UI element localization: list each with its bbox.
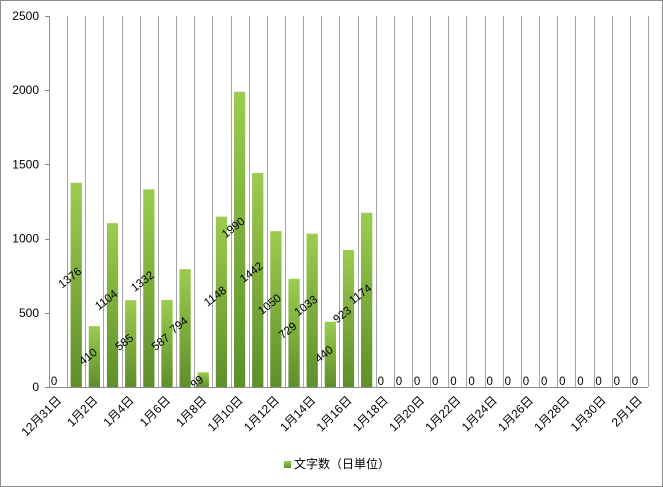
x-tick-label: 1月2日 <box>64 393 100 429</box>
data-label: 0 <box>577 376 583 388</box>
x-tick-label: 1月4日 <box>100 393 136 429</box>
x-tick-label: 1月10日 <box>205 393 246 434</box>
bar <box>179 269 191 387</box>
x-tick-label: 1月18日 <box>350 393 391 434</box>
x-tick-label: 1月26日 <box>495 393 536 434</box>
bar <box>70 182 82 387</box>
bar <box>125 300 137 387</box>
bars <box>70 91 373 388</box>
data-label: 0 <box>396 376 402 388</box>
data-label: 0 <box>595 376 601 388</box>
x-tick-label: 1月6日 <box>137 393 173 429</box>
y-tick-label: 500 <box>19 306 39 320</box>
bar <box>215 216 228 387</box>
data-label: 0 <box>559 376 565 388</box>
x-tick-label: 12月31日 <box>18 393 64 439</box>
y-tick-label: 2500 <box>12 9 39 23</box>
data-label: 0 <box>632 376 638 388</box>
grid-lines <box>67 16 649 387</box>
x-tick-label: 1月14日 <box>277 393 318 434</box>
data-label: 0 <box>505 376 511 388</box>
data-label: 0 <box>487 376 493 388</box>
data-label: 0 <box>450 376 456 388</box>
x-tick-label: 1月16日 <box>314 393 355 434</box>
y-tick-label: 0 <box>32 380 39 394</box>
bar <box>106 223 119 387</box>
data-label: 0 <box>432 376 438 388</box>
bar <box>143 189 155 387</box>
data-label: 0 <box>468 376 474 388</box>
data-label: 0 <box>614 376 620 388</box>
legend-swatch <box>284 461 291 468</box>
bar <box>88 326 101 387</box>
x-tick-label: 1月20日 <box>386 393 427 434</box>
bar <box>252 173 264 387</box>
x-tick-label: 1月30日 <box>568 393 609 434</box>
bar <box>342 250 355 387</box>
bar <box>270 231 282 387</box>
bar <box>233 91 246 388</box>
data-label: 0 <box>541 376 547 388</box>
bar <box>361 212 373 387</box>
bar <box>324 321 336 387</box>
x-tick-label: 1月12日 <box>241 393 282 434</box>
y-tick-label: 1000 <box>12 232 39 246</box>
data-label: 0 <box>378 376 384 388</box>
x-tick-label: 2月1日 <box>609 393 645 429</box>
legend-label: 文字数（日単位） <box>294 456 390 471</box>
bar <box>306 233 318 387</box>
data-label: 0 <box>51 376 57 388</box>
bar <box>161 299 173 387</box>
data-label: 0 <box>523 376 529 388</box>
x-tick-label: 1月22日 <box>422 393 463 434</box>
legend: 文字数（日単位） <box>284 456 390 471</box>
data-label: 0 <box>414 376 420 388</box>
x-tick-label: 1月28日 <box>531 393 572 434</box>
y-tick-label: 2000 <box>12 83 39 97</box>
bar <box>288 278 300 387</box>
bar <box>197 372 209 387</box>
y-tick-label: 1500 <box>12 157 39 171</box>
x-tick-label: 1月24日 <box>459 393 500 434</box>
